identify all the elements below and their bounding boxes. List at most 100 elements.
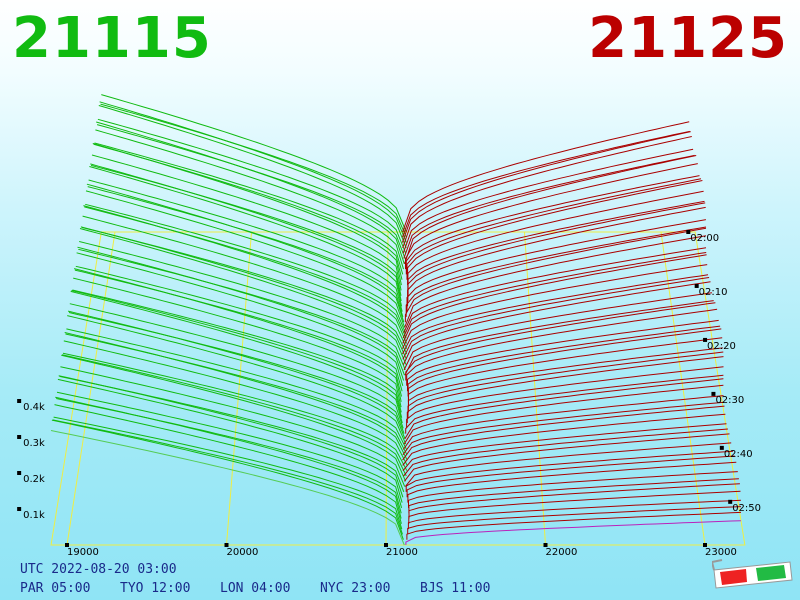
price-tick-marker [65, 543, 69, 547]
ask-depth-line [406, 219, 706, 312]
bid-depth-line [73, 268, 402, 402]
price-tick-marker [543, 543, 548, 547]
ask-depth-line [407, 347, 723, 413]
clock-new-york: NYC 23:00 [320, 581, 391, 596]
bid-depth-line [99, 101, 407, 243]
ask-depth-line [407, 506, 742, 535]
bid-depth-line [89, 166, 403, 307]
bid-depth-line [79, 228, 407, 365]
bid-depth-line [72, 289, 402, 413]
ask-depth-line [403, 428, 728, 477]
ask-depth-line [403, 384, 724, 445]
ask-depth-line [402, 401, 724, 456]
bid-depth-line [86, 183, 405, 323]
bid-depth-lines [50, 94, 408, 546]
ask-depth-line [407, 190, 704, 291]
price-tick-label: 23000 [705, 547, 737, 558]
ask-depth-line [402, 136, 692, 249]
price-tick-marker [224, 543, 229, 547]
volume-tick-marker [17, 471, 22, 475]
ask-depth-line [408, 483, 740, 519]
bid-depth-line [67, 315, 407, 445]
bid-depth-line [83, 205, 408, 344]
bid-depth-line [88, 179, 403, 312]
bid-depth-line [94, 142, 404, 275]
bid-depth-line [91, 154, 402, 291]
ask-depth-line [401, 131, 691, 243]
price-tick-label: 22000 [546, 547, 578, 558]
ask-depth-line [404, 300, 714, 376]
ask-depth-line [408, 337, 723, 408]
ask-depth-line [408, 490, 741, 524]
bid-depth-line [90, 163, 402, 302]
volume-tick-marker [17, 399, 22, 403]
bid-depth-line [85, 190, 406, 328]
ask-depth-line [405, 163, 698, 270]
bid-depth-line [51, 419, 404, 540]
ask-depth-line [402, 281, 711, 365]
bid-depth-line [79, 241, 406, 371]
ask-depth-line [402, 423, 727, 472]
ask-depth-line [405, 226, 707, 317]
ask-depth-line [407, 351, 724, 418]
ask-depth-line [402, 277, 710, 360]
volume-tick-label: 0.4k [23, 402, 45, 413]
ask-depth-line [404, 235, 707, 328]
bid-depth-line [61, 354, 407, 482]
time-tick-label: 02:20 [707, 341, 736, 352]
ask-depth-line [408, 471, 738, 508]
bid-depth-line [75, 265, 403, 392]
ask-depth-line [406, 511, 742, 540]
bid-depth-line [80, 226, 407, 360]
ask-depth-line [407, 180, 703, 286]
bid-depth-line [85, 203, 406, 333]
bid-depth-line [101, 94, 407, 233]
volume-tick-label: 0.1k [23, 510, 45, 521]
ask-depth-line [405, 374, 724, 434]
time-tick-label: 02:10 [699, 287, 728, 298]
axis-labels: 19000 20000 21000 22000 23000 0.1k 0.2k 0.3k 0.4… [17, 230, 761, 558]
ask-depth-line [407, 200, 705, 296]
ask-depth-line [402, 254, 707, 344]
bid-depth-line [71, 290, 403, 418]
clock-tokyo: TYO 12:00 [120, 581, 191, 596]
ask-price: 21125 [588, 6, 788, 71]
bid-depth-line [78, 248, 405, 376]
ask-depth-line [404, 155, 697, 264]
price-gridline [226, 231, 252, 546]
price-gridline [66, 231, 116, 546]
bid-depth-line [50, 430, 405, 546]
ask-depth-line [402, 395, 724, 450]
bid-depth-line [68, 312, 405, 434]
bid-depth-line [73, 277, 402, 408]
price-tick-marker [384, 543, 388, 547]
ask-depth-line [402, 413, 726, 466]
time-tick-marker [686, 230, 691, 234]
ask-depth-line [402, 405, 725, 461]
volume-tick-marker [17, 435, 22, 439]
ask-depth-line [405, 302, 716, 381]
ask-depth-line [404, 433, 730, 482]
ask-depth-line [402, 121, 690, 233]
time-tick-label: 02:50 [732, 503, 761, 514]
floor-grid [50, 231, 746, 546]
bid-depth-line [98, 105, 407, 249]
clock-paris: PAR 05:00 [20, 581, 91, 596]
bid-depth-line [67, 310, 406, 440]
bid-depth-line [52, 419, 403, 535]
ask-depth-line [406, 178, 702, 280]
utc-time: UTC 2022-08-20 03:00 [20, 562, 177, 577]
bid-depth-line [62, 352, 408, 471]
bid-depth-line [56, 391, 403, 509]
time-tick-marker [703, 337, 708, 342]
ask-depth-line [406, 356, 724, 423]
price-tick-label: 20000 [227, 547, 259, 558]
3d-glasses-icon[interactable] [712, 558, 794, 594]
time-tick-marker [719, 445, 724, 450]
bid-depth-line [77, 246, 405, 381]
volume-tick-marker [17, 507, 22, 511]
ask-depth-line [402, 264, 708, 349]
time-tick-marker [694, 283, 699, 288]
bid-depth-line [55, 396, 402, 519]
bid-depth-line [58, 375, 404, 498]
